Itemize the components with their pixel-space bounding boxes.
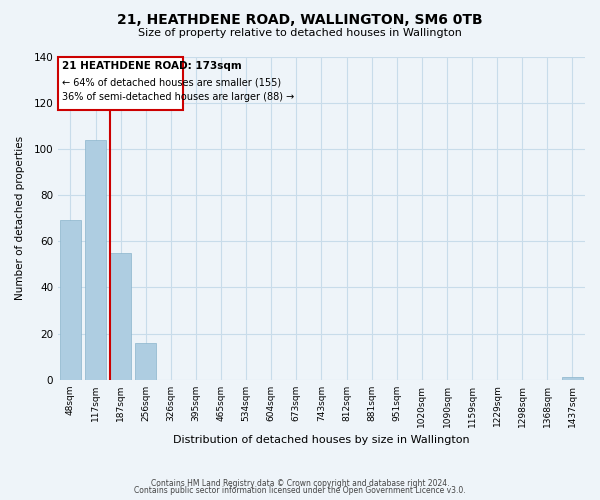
Bar bbox=[135, 342, 157, 380]
Bar bbox=[110, 252, 131, 380]
Text: 21 HEATHDENE ROAD: 173sqm: 21 HEATHDENE ROAD: 173sqm bbox=[62, 61, 241, 71]
Text: ← 64% of detached houses are smaller (155): ← 64% of detached houses are smaller (15… bbox=[62, 78, 281, 88]
Text: Size of property relative to detached houses in Wallington: Size of property relative to detached ho… bbox=[138, 28, 462, 38]
X-axis label: Distribution of detached houses by size in Wallington: Distribution of detached houses by size … bbox=[173, 435, 470, 445]
Text: Contains HM Land Registry data © Crown copyright and database right 2024.: Contains HM Land Registry data © Crown c… bbox=[151, 478, 449, 488]
Bar bbox=[85, 140, 106, 380]
Text: Contains public sector information licensed under the Open Government Licence v3: Contains public sector information licen… bbox=[134, 486, 466, 495]
FancyBboxPatch shape bbox=[58, 56, 184, 110]
Bar bbox=[60, 220, 81, 380]
Text: 36% of semi-detached houses are larger (88) →: 36% of semi-detached houses are larger (… bbox=[62, 92, 294, 102]
Bar bbox=[562, 378, 583, 380]
Y-axis label: Number of detached properties: Number of detached properties bbox=[15, 136, 25, 300]
Text: 21, HEATHDENE ROAD, WALLINGTON, SM6 0TB: 21, HEATHDENE ROAD, WALLINGTON, SM6 0TB bbox=[117, 12, 483, 26]
